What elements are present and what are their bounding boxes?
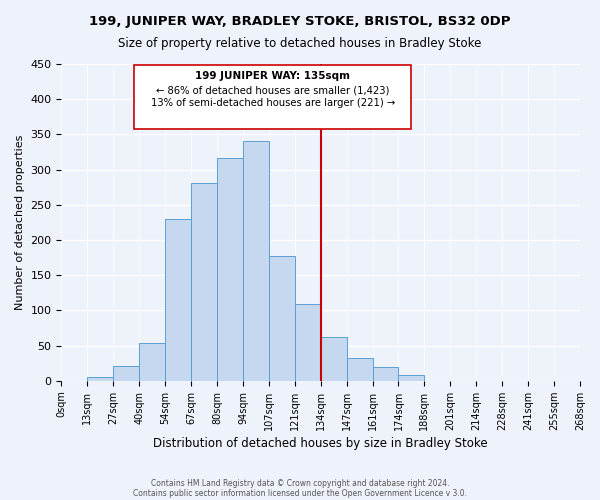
Bar <box>191 183 217 381</box>
Bar <box>165 219 191 381</box>
Bar <box>321 337 347 381</box>
Bar <box>217 158 243 381</box>
Bar <box>347 358 373 381</box>
Text: 199 JUNIPER WAY: 135sqm: 199 JUNIPER WAY: 135sqm <box>195 71 350 81</box>
X-axis label: Distribution of detached houses by size in Bradley Stoke: Distribution of detached houses by size … <box>154 437 488 450</box>
Bar <box>373 368 398 381</box>
Bar <box>139 343 165 381</box>
FancyBboxPatch shape <box>134 66 412 129</box>
Bar <box>398 375 424 381</box>
Text: 13% of semi-detached houses are larger (221) →: 13% of semi-detached houses are larger (… <box>151 98 395 108</box>
Bar <box>243 140 269 381</box>
Bar <box>295 304 321 381</box>
Text: Contains public sector information licensed under the Open Government Licence v : Contains public sector information licen… <box>133 488 467 498</box>
Bar <box>88 376 113 381</box>
Text: Contains HM Land Registry data © Crown copyright and database right 2024.: Contains HM Land Registry data © Crown c… <box>151 478 449 488</box>
Text: ← 86% of detached houses are smaller (1,423): ← 86% of detached houses are smaller (1,… <box>156 85 389 95</box>
Bar <box>113 366 139 381</box>
Text: Size of property relative to detached houses in Bradley Stoke: Size of property relative to detached ho… <box>118 38 482 51</box>
Y-axis label: Number of detached properties: Number of detached properties <box>15 134 25 310</box>
Bar <box>269 256 295 381</box>
Text: 199, JUNIPER WAY, BRADLEY STOKE, BRISTOL, BS32 0DP: 199, JUNIPER WAY, BRADLEY STOKE, BRISTOL… <box>89 15 511 28</box>
